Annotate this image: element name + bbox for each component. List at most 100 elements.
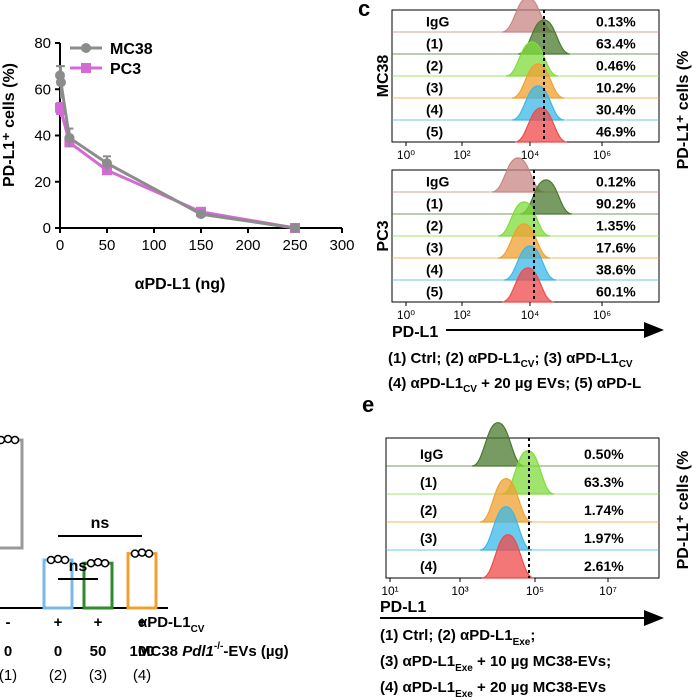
- category-label: (3): [89, 667, 107, 684]
- panel-letter-c: c: [358, 0, 370, 21]
- bar-(4): [126, 552, 158, 610]
- bar-dot: [46, 555, 56, 565]
- row1-value: -: [6, 614, 11, 631]
- y-tick-label: 40: [34, 128, 51, 145]
- bar-dot: [0, 435, 6, 445]
- sample-label: (5): [426, 124, 443, 140]
- histogram-peak: [497, 223, 551, 259]
- series-line-pc3: [58, 107, 296, 230]
- percent-label: 10.2%: [596, 80, 636, 96]
- histogram-peak: [505, 41, 559, 77]
- bar-dot: [144, 549, 154, 558]
- row1-value: +: [94, 614, 103, 631]
- row2-value: 50: [90, 643, 107, 660]
- histogram-peak: [511, 63, 565, 99]
- sample-label: (1): [426, 196, 443, 212]
- percent-label: 0.13%: [596, 14, 636, 30]
- c-legend-line1: (1) Ctrl; (2) αPD-L1CV; (3) αPD-L1CV: [388, 350, 633, 370]
- percent-label: 0.12%: [596, 174, 636, 190]
- percent-label: 46.9%: [596, 124, 636, 140]
- row1-value: +: [54, 614, 63, 631]
- sample-label: IgG: [420, 446, 443, 462]
- bar-dot: [3, 434, 13, 444]
- histogram-peak: [471, 421, 525, 467]
- percent-label: 60.1%: [596, 284, 636, 300]
- x-tick-label: 10⁶: [593, 148, 611, 162]
- x-tick-label: 200: [235, 237, 260, 254]
- x-tick-label: 150: [188, 237, 213, 254]
- sample-label: IgG: [426, 174, 449, 190]
- histogram-mc38-rows: IgG 0.13% (1) 63.4% (2) 0.46% (3) 10.2% (4) 30.4%…: [392, 0, 659, 143]
- x-tick-label: 10⁴: [521, 308, 540, 322]
- category-label: (1): [0, 667, 17, 684]
- row1-value: +: [138, 614, 147, 631]
- histogram-peak: [479, 477, 533, 523]
- line-chart-legend: MC38 PC3: [70, 41, 153, 78]
- x-tick-label: 10⁰: [397, 148, 415, 162]
- x-tick-label: 10³: [451, 584, 468, 598]
- histogram-peak: [501, 267, 555, 303]
- e-legend-line2: (3) αPD-L1Exe + 10 µg MC38-EVs;: [380, 653, 611, 674]
- bar-dot: [93, 557, 103, 567]
- sample-label: (3): [426, 240, 443, 256]
- y-axis-label: PD-L1⁺ cells (%): [1, 63, 18, 187]
- histogram-mc38-ticks: 10⁰ 10² 10⁴ 10⁶: [397, 142, 611, 162]
- histogram-peak: [503, 245, 557, 281]
- sample-label: (3): [426, 80, 443, 96]
- line-chart-axes: [59, 43, 342, 229]
- x-tick-label: 10²: [453, 148, 470, 162]
- histogram-e-ticks: 10¹ 10³ 10⁵ 10⁷: [381, 578, 617, 598]
- bar-dot: [130, 549, 140, 558]
- bar-dot: [137, 548, 147, 557]
- data-point-mc38: [290, 223, 300, 233]
- x-tick-label: 0: [56, 237, 64, 254]
- histogram-pc3-ticks: 10⁰ 10² 10⁴ 10⁶: [397, 302, 611, 322]
- percent-label: 63.3%: [584, 474, 624, 490]
- row1-label: αPD-L1CV: [138, 614, 205, 635]
- histogram-peak: [479, 505, 533, 551]
- x-tick-label: 10⁶: [593, 308, 611, 322]
- percent-label: 1.35%: [596, 218, 636, 234]
- data-point-mc38: [55, 77, 66, 88]
- bar-chart-condition-table: - + + +0 0 50 100 (1) (2) (3) (4): [0, 614, 155, 684]
- sample-label: (2): [420, 502, 437, 518]
- sample-label: (1): [420, 474, 437, 490]
- y-tick-label: 20: [34, 174, 51, 191]
- c-legend-line2: (4) αPD-L1CV + 20 µg EVs; (5) αPD-L: [388, 375, 641, 395]
- sample-label: (2): [426, 218, 443, 234]
- line-chart-ticks: 0 50 100 150 200 250 300 0 20 40 60 80: [34, 35, 354, 254]
- legend-pc3-label: PC3: [110, 61, 141, 78]
- row-label-pc3: PC3: [375, 220, 392, 251]
- row2-value: 100: [129, 643, 154, 660]
- bar-dot: [86, 558, 96, 568]
- c-right-axis-label: PD-L1⁺ cells (%: [675, 51, 692, 170]
- bar-dot: [60, 555, 70, 565]
- percent-label: 1.97%: [584, 530, 624, 546]
- histogram-mc38: MC38 IgG 0.13% (1) 63.4% (2) 0.46% (3) 10.2% (4)…: [375, 0, 660, 162]
- line-chart-series: [55, 65, 300, 233]
- legend-mc38-marker: [81, 43, 91, 53]
- percent-label: 0.46%: [596, 58, 636, 74]
- y-tick-label: 0: [43, 220, 51, 237]
- x-tick-label: 10⁷: [599, 584, 617, 598]
- c-x-axis-label: PD-L1: [392, 324, 438, 341]
- x-tick-label: 50: [99, 237, 116, 254]
- histogram-peak: [511, 85, 565, 121]
- row2-label: MC38 Pdl1-/--EVs (µg): [138, 641, 289, 660]
- histogram-peak: [497, 201, 551, 237]
- bar-chart-significance: ns ns: [58, 515, 142, 580]
- percent-label: 30.4%: [596, 102, 636, 118]
- bar-dot: [53, 554, 63, 564]
- bar-chart-bars: [0, 434, 168, 610]
- sample-label: (1): [426, 36, 443, 52]
- category-label: (2): [49, 667, 67, 684]
- row-label-mc38: MC38: [375, 55, 392, 98]
- histogram-e: IgG 0.50% (1) 63.3% (2) 1.74% (3) 1.97% (4) 2.61%…: [381, 421, 660, 598]
- category-label: (4): [133, 667, 151, 684]
- row2-value: 0: [4, 643, 12, 660]
- data-point-mc38: [64, 132, 75, 143]
- histogram-e-rows: IgG 0.50% (1) 63.3% (2) 1.74% (3) 1.97% (4) 2.61%: [386, 421, 659, 579]
- bar-(3): [82, 561, 114, 610]
